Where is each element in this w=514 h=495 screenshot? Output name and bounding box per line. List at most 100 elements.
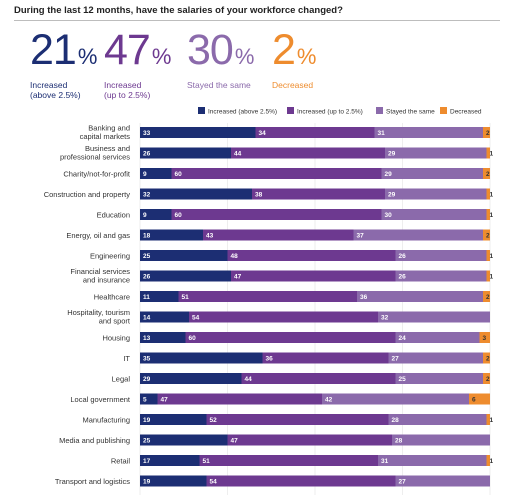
bar-segment bbox=[395, 332, 480, 343]
value-label: 27 bbox=[399, 479, 407, 486]
value-label: 1 bbox=[490, 274, 494, 281]
category-label: Media and publishing bbox=[59, 436, 130, 445]
summary-label: Stayed the same bbox=[187, 80, 251, 90]
value-label: 36 bbox=[266, 356, 274, 363]
category-label: Hospitality, tourism and sport bbox=[67, 308, 131, 326]
bar-segment bbox=[378, 455, 487, 466]
bar-segment bbox=[140, 332, 186, 343]
value-label: 60 bbox=[175, 171, 183, 178]
bar-segment bbox=[140, 291, 179, 302]
value-label: 27 bbox=[392, 356, 400, 363]
legend-label: Stayed the same bbox=[386, 109, 435, 116]
value-label: 29 bbox=[385, 171, 393, 178]
value-label: 17 bbox=[143, 458, 151, 465]
bar-segment bbox=[388, 414, 487, 425]
bar-segment bbox=[486, 270, 490, 282]
bar-segment bbox=[486, 250, 490, 261]
category-label: Housing bbox=[102, 334, 130, 343]
value-label: 32 bbox=[143, 192, 151, 199]
value-label: 47 bbox=[161, 397, 169, 404]
category-label: Transport and logistics bbox=[55, 477, 130, 486]
survey-question: During the last 12 months, have the sala… bbox=[14, 5, 343, 16]
value-label: 2 bbox=[486, 171, 490, 178]
summary-label: Decreased bbox=[272, 80, 314, 90]
bar-segment bbox=[206, 414, 389, 425]
value-label: 52 bbox=[210, 417, 218, 424]
bar-segment bbox=[140, 250, 228, 261]
value-label: 1 bbox=[490, 192, 494, 199]
value-label: 24 bbox=[399, 335, 407, 342]
bar-segment bbox=[203, 229, 354, 241]
value-label: 51 bbox=[203, 458, 211, 465]
summary-label: Increased (up to 2.5%) bbox=[104, 80, 151, 100]
value-label: 28 bbox=[392, 417, 400, 424]
value-label: 32 bbox=[381, 315, 389, 322]
value-label: 29 bbox=[388, 151, 396, 158]
value-label: 48 bbox=[231, 253, 239, 260]
bar-segment bbox=[486, 455, 490, 466]
bar-segment bbox=[185, 332, 396, 343]
bar-segment bbox=[262, 352, 389, 364]
value-label: 1 bbox=[490, 151, 494, 158]
value-label: 2 bbox=[486, 376, 490, 383]
value-label: 38 bbox=[255, 192, 263, 199]
bar-segment bbox=[140, 373, 242, 384]
value-label: 1 bbox=[490, 458, 494, 465]
value-label: 11 bbox=[143, 294, 150, 301]
bar-segment bbox=[140, 168, 172, 179]
value-label: 26 bbox=[143, 274, 151, 281]
summary-percentage: 2% bbox=[272, 26, 316, 74]
bar-segment bbox=[322, 393, 469, 405]
value-label: 13 bbox=[143, 335, 151, 342]
bar-segment bbox=[199, 455, 378, 466]
legend-swatch bbox=[287, 107, 294, 114]
value-label: 1 bbox=[490, 212, 494, 219]
value-label: 19 bbox=[143, 479, 151, 486]
bar-segment bbox=[140, 434, 228, 446]
summary-percentage: 30% bbox=[187, 26, 254, 74]
value-label: 26 bbox=[143, 151, 151, 158]
bar-segment bbox=[227, 434, 392, 446]
bar-segment bbox=[255, 127, 375, 138]
bar-segment bbox=[395, 373, 483, 384]
value-label: 42 bbox=[325, 397, 333, 404]
bar-segment bbox=[378, 311, 490, 323]
bar-segment bbox=[388, 352, 483, 364]
value-label: 19 bbox=[143, 417, 151, 424]
summary-stayed-same: 30% Stayed the same bbox=[187, 26, 254, 90]
bar-segment bbox=[140, 455, 200, 466]
bar-segment bbox=[479, 332, 490, 343]
bar-segment bbox=[157, 393, 322, 405]
bar-segment bbox=[392, 434, 490, 446]
category-label: Legal bbox=[112, 375, 131, 384]
legend-label: Increased (up to 2.5%) bbox=[297, 109, 363, 116]
bar-segment bbox=[486, 209, 490, 220]
value-label: 60 bbox=[175, 212, 183, 219]
legend-swatch bbox=[440, 107, 447, 114]
bar-segment bbox=[231, 147, 385, 159]
category-label: Education bbox=[97, 211, 130, 220]
value-label: 44 bbox=[245, 376, 253, 383]
value-label: 2 bbox=[486, 294, 490, 301]
bar-segment bbox=[353, 229, 483, 241]
value-label: 47 bbox=[234, 274, 242, 281]
bar-segment bbox=[178, 291, 357, 302]
bar-segment bbox=[483, 127, 490, 138]
bar-segment bbox=[395, 250, 487, 261]
value-label: 2 bbox=[486, 356, 490, 363]
bar-segment bbox=[385, 188, 487, 200]
bar-segment bbox=[483, 291, 490, 302]
category-label: Business and professional services bbox=[60, 144, 130, 162]
value-label: 35 bbox=[143, 356, 151, 363]
bar-segment bbox=[486, 188, 490, 200]
bar-segment bbox=[483, 168, 490, 179]
bar-segment bbox=[483, 352, 490, 364]
category-label: Energy, oil and gas bbox=[66, 231, 130, 240]
value-label: 9 bbox=[143, 171, 147, 178]
value-label: 2 bbox=[486, 233, 490, 240]
value-label: 25 bbox=[143, 438, 151, 445]
bar-segment bbox=[252, 188, 385, 200]
bar-segment bbox=[140, 188, 252, 200]
bar-segment bbox=[486, 147, 490, 159]
bar-segment bbox=[171, 209, 382, 220]
